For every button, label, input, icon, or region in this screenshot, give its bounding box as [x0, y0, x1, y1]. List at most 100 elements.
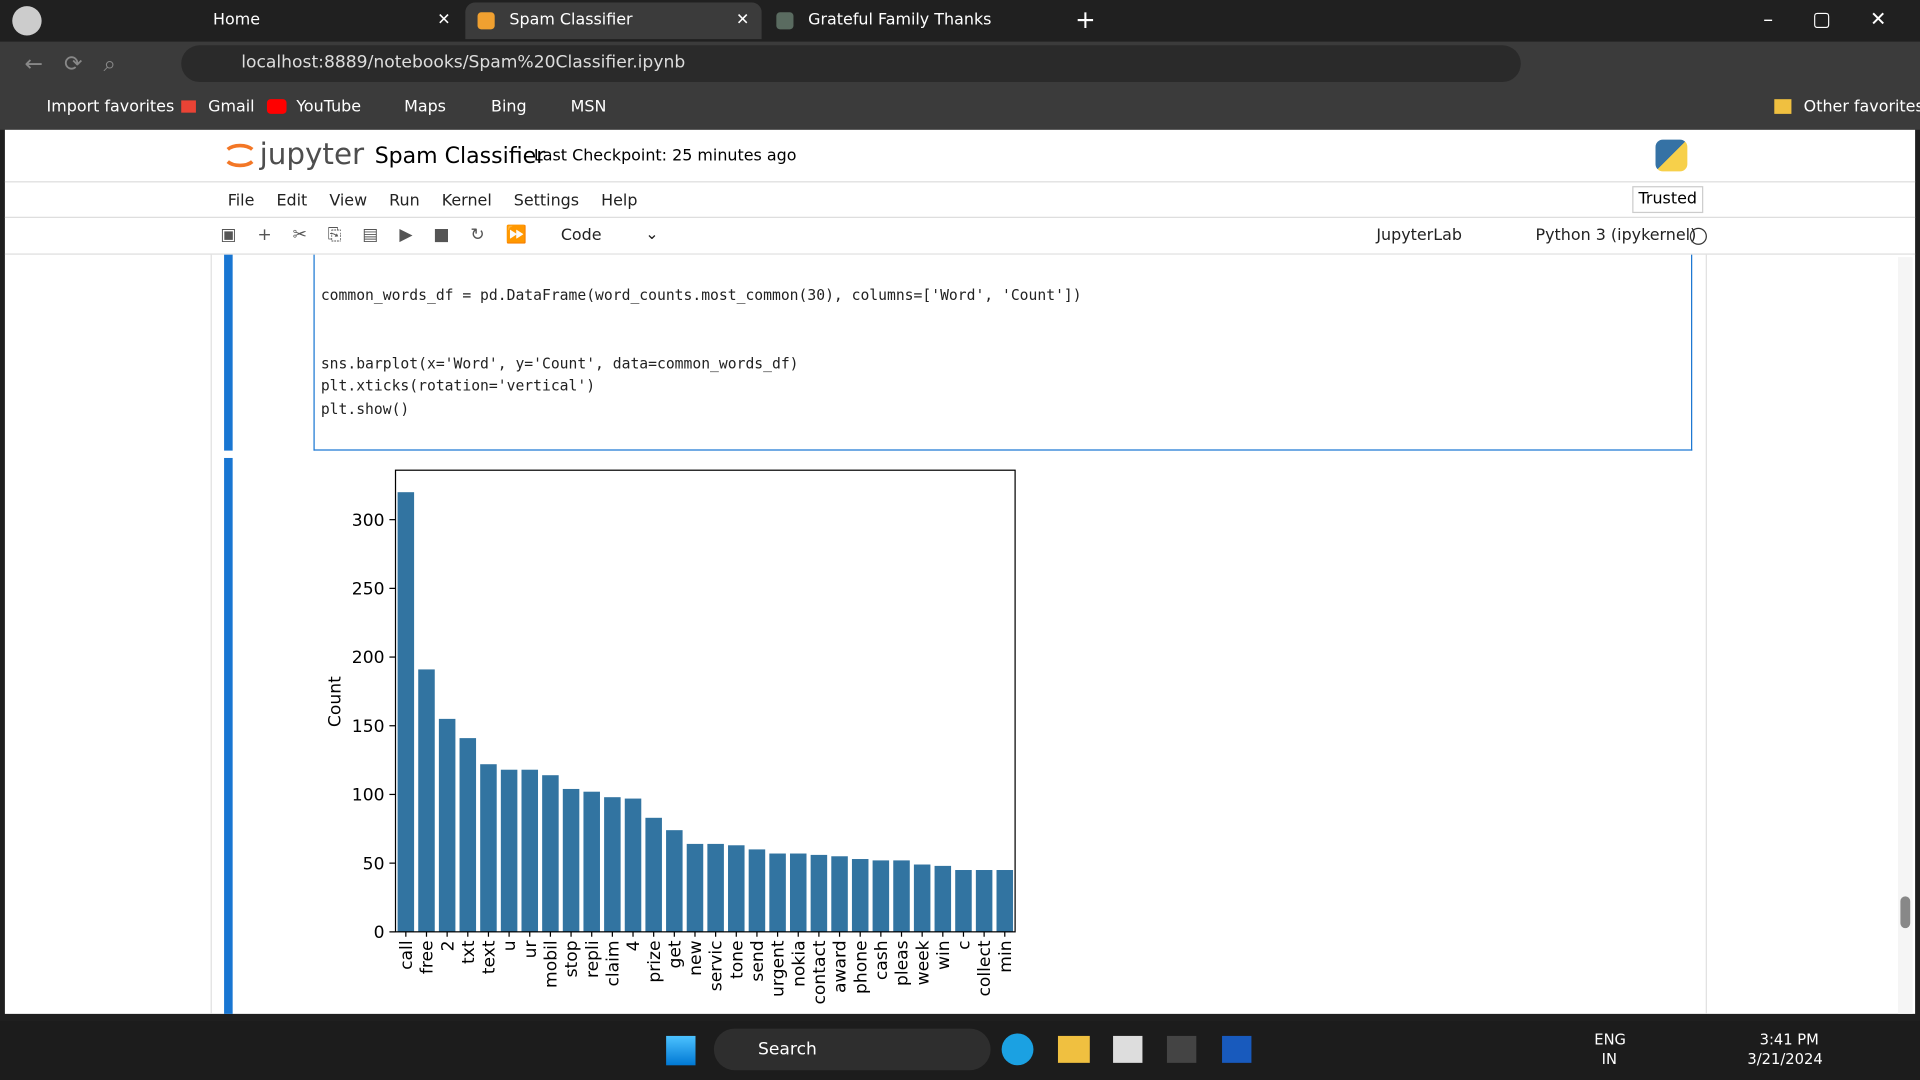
icon — [1774, 99, 1792, 114]
x-tick-label: free — [418, 940, 438, 974]
x-tick-label: new — [686, 940, 706, 975]
new-tab[interactable]: + — [1075, 4, 1096, 35]
bar — [872, 860, 890, 932]
menu-item[interactable]: View — [329, 192, 368, 211]
y-tick-label: 300 — [352, 511, 385, 531]
cell-collapser[interactable] — [224, 254, 233, 451]
lang[interactable]: ENG — [1594, 1031, 1626, 1049]
bar — [996, 870, 1014, 932]
cell-type[interactable]: Code — [560, 226, 602, 245]
tab[interactable]: Grateful Family Thanks Babysitter✕ — [764, 2, 1058, 40]
bar — [583, 791, 600, 932]
menu-item[interactable]: Help — [601, 192, 638, 211]
divider — [4, 253, 1916, 255]
x-tick-label: 4 — [624, 940, 644, 951]
bar — [480, 764, 497, 932]
x-tick-label: repli — [583, 940, 603, 978]
kernel-name[interactable]: Python 3 (ipykernel) — [1535, 226, 1697, 245]
axes-frame — [394, 469, 1016, 933]
checkpoint: Last Checkpoint: 25 minutes ago — [533, 146, 797, 166]
bar — [397, 492, 415, 932]
jupyter-logo: jupyter — [259, 137, 365, 172]
window-controls[interactable]: –▢✕ — [1763, 7, 1920, 31]
bar — [459, 738, 477, 932]
start-button[interactable] — [666, 1035, 696, 1066]
app-edge[interactable] — [1001, 1033, 1034, 1066]
favorite[interactable]: Maps — [404, 97, 446, 117]
notebook-title[interactable]: Spam Classifier — [374, 143, 546, 169]
clock-time[interactable]: 3:41 PM — [1759, 1031, 1819, 1049]
bar — [645, 817, 662, 932]
bar — [624, 798, 642, 932]
tab-active[interactable]: Spam Classifier ✕ — [465, 2, 762, 40]
search-box[interactable] — [713, 1028, 991, 1071]
dropdown-arrow[interactable]: ⌄ — [645, 225, 659, 244]
x-tick-label: ur — [521, 939, 541, 958]
output-collapser[interactable] — [224, 457, 233, 1014]
scrollbar[interactable] — [1897, 257, 1913, 1014]
favorite[interactable]: Gmail — [208, 97, 255, 117]
app-store[interactable] — [1113, 1035, 1143, 1063]
profile[interactable] — [12, 6, 42, 36]
favorite[interactable]: MSN — [570, 97, 607, 117]
menu-bar: File Edit View Run Kernel Settings Help — [228, 192, 660, 210]
x-tick-label: award — [831, 940, 851, 993]
app-terminal[interactable] — [1166, 1035, 1197, 1063]
bar — [707, 843, 724, 932]
x-tick-label: phone — [851, 940, 871, 994]
bar — [893, 860, 910, 932]
bar — [686, 843, 704, 932]
x-tick-label: tone — [727, 940, 747, 979]
menu-item[interactable]: Edit — [276, 192, 308, 211]
y-tick-label: 50 — [363, 854, 385, 874]
x-tick-label: pleas — [893, 940, 913, 986]
favorite[interactable]: YouTube — [296, 97, 362, 117]
tab[interactable]: Home ✕ — [213, 11, 451, 30]
menu-item[interactable]: Kernel — [441, 192, 492, 211]
jupyterlab-link[interactable]: JupyterLab — [1376, 226, 1462, 245]
tab-title: Grateful Family Thanks Babysitter — [808, 11, 992, 30]
menu-item[interactable]: File — [227, 192, 255, 211]
bar — [500, 769, 518, 932]
favorite[interactable]: Import favorites — [46, 97, 175, 117]
x-tick-label: 2 — [438, 940, 458, 951]
x-tick-label: stop — [562, 940, 582, 977]
nav-buttons[interactable]: ← ⟳ ⌕ — [24, 51, 116, 78]
y-tick-label: 100 — [352, 786, 385, 806]
x-tick-label: min — [996, 940, 1016, 972]
bar — [438, 718, 456, 932]
x-tick-label: cash — [872, 940, 892, 980]
address-bar[interactable] — [181, 45, 1521, 83]
app-word[interactable] — [1222, 1035, 1252, 1063]
bar — [728, 845, 745, 932]
x-tick-label: week — [913, 940, 933, 985]
y-axis-label: Count — [325, 676, 345, 727]
lang-region[interactable]: IN — [1601, 1050, 1617, 1068]
x-tick-label: collect — [975, 940, 995, 996]
menu-item[interactable]: Settings — [513, 192, 580, 211]
y-tick-label: 200 — [352, 648, 385, 668]
x-tick-label: c — [955, 940, 975, 949]
code-cell[interactable] — [313, 254, 1693, 451]
chart: Count 0 50 100 150 200 250 300 call free 2 txt text… — [325, 469, 1016, 1005]
favorite[interactable]: Bing — [491, 97, 527, 117]
x-tick-label: win — [934, 940, 954, 970]
bar — [769, 853, 786, 932]
scroll-thumb[interactable] — [1900, 896, 1911, 929]
tab-title: Home — [213, 11, 261, 30]
icon — [266, 99, 287, 114]
clock-date[interactable]: 3/21/2024 — [1747, 1050, 1823, 1068]
other-favorites[interactable]: Other favorites — [1803, 97, 1920, 117]
notebook-tools[interactable]: ▣+✂⎘▤▶■↻⏩ — [220, 225, 548, 245]
x-tick-label: servic — [707, 940, 727, 991]
kernel-status — [1689, 227, 1707, 245]
x-tick-label: call — [397, 940, 417, 969]
bar — [955, 870, 972, 932]
trusted[interactable]: Trusted — [1632, 186, 1704, 214]
code-line: sns.barplot(x='Word', y='Count', data=co… — [320, 355, 799, 373]
x-tick-label: claim — [603, 940, 623, 986]
menu-item[interactable]: Run — [389, 192, 420, 211]
app-explorer[interactable] — [1057, 1035, 1090, 1063]
